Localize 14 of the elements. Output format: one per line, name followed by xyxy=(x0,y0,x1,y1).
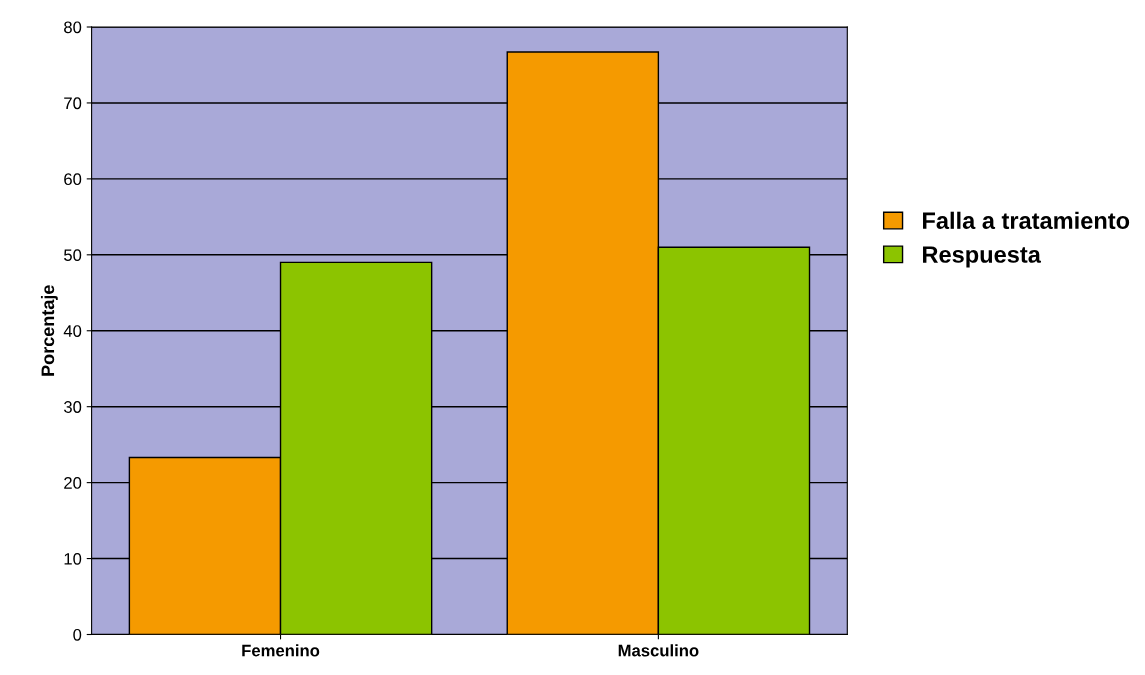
legend-label: Falla a tratamiento xyxy=(923,211,1130,230)
y-tick-label: 30 xyxy=(63,401,82,413)
y-tick-label: 0 xyxy=(73,628,82,641)
x-tick-label: Femenino xyxy=(242,644,320,657)
y-tick-label: 50 xyxy=(64,249,82,262)
legend-label: Respuesta xyxy=(923,246,1042,268)
y-tick-label: 20 xyxy=(64,477,82,489)
y-tick-label: 10 xyxy=(64,552,82,565)
x-tick-label: Masculino xyxy=(618,644,699,657)
y-tick-label: 70 xyxy=(64,97,82,110)
y-tick-label: 60 xyxy=(64,173,82,186)
y-tick-label: 40 xyxy=(63,325,82,337)
y-tick-label: 80 xyxy=(64,21,82,34)
y-axis-title: Porcentaje xyxy=(40,285,58,376)
